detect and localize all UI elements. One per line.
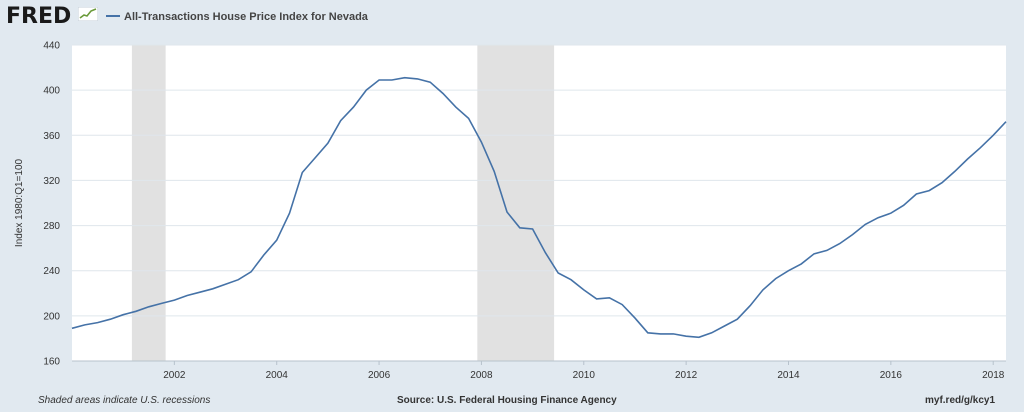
x-tick-label: 2004	[266, 370, 289, 381]
recession-bands	[131, 45, 555, 361]
fred-logo[interactable]: FRED	[6, 4, 72, 29]
series-line-nevada-hpi[interactable]	[71, 76, 1007, 339]
y-tick-label: 360	[43, 131, 60, 142]
y-tick-label: 240	[43, 266, 60, 277]
legend-label: All-Transactions House Price Index for N…	[124, 11, 368, 23]
x-tick-label: 2008	[470, 370, 493, 381]
x-tick-label: 2012	[675, 370, 698, 381]
x-tick-label: 2002	[163, 370, 186, 381]
y-tick-label: 280	[43, 221, 60, 232]
y-tick-label: 200	[43, 311, 60, 322]
x-tick-label: 2006	[368, 370, 391, 381]
recession-band	[477, 45, 555, 361]
y-axis: 160 200 240 280 320 360 400 440	[43, 41, 60, 368]
chart-header: FRED All-Transactions House Price Index …	[0, 0, 1024, 34]
x-tick-label: 2010	[573, 370, 596, 381]
x-axis: 2002 2004 2006 2008 2010 2012 2014 2016 2018	[163, 361, 1005, 381]
legend-swatch	[106, 15, 120, 18]
y-tick-label: 160	[43, 357, 60, 368]
line-chart-icon	[78, 7, 98, 21]
source-note: Source: U.S. Federal Housing Finance Age…	[397, 395, 617, 406]
recession-note: Shaded areas indicate U.S. recessions	[38, 395, 211, 406]
short-url-link[interactable]: myf.red/g/kcy1	[925, 395, 996, 406]
y-tick-label: 320	[43, 176, 60, 187]
series-legend[interactable]: All-Transactions House Price Index for N…	[106, 11, 368, 23]
x-tick-label: 2018	[982, 370, 1005, 381]
y-tick-label: 400	[43, 86, 60, 97]
x-tick-label: 2014	[777, 370, 800, 381]
y-tick-label: 440	[43, 41, 60, 52]
gridlines	[72, 44, 1006, 362]
recession-band	[131, 45, 166, 361]
x-tick-label: 2016	[880, 370, 903, 381]
y-axis-label: Index 1980:Q1=100	[14, 159, 25, 248]
